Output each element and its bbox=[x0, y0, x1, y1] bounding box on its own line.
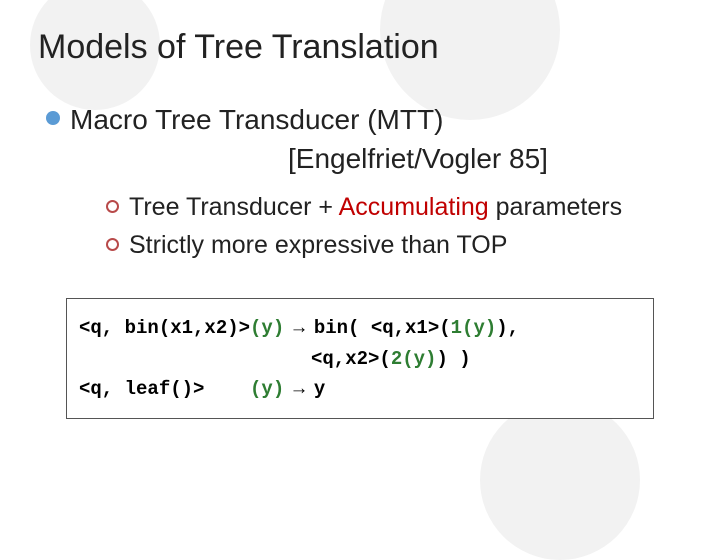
sub-1-suffix: parameters bbox=[489, 193, 622, 221]
sub-2-prefix: Strictly more expressive than TOP bbox=[129, 231, 507, 259]
code-l1-right-b: 1(y) bbox=[451, 317, 497, 339]
citation-text: [Engelfriet/Vogler 85] bbox=[288, 143, 682, 175]
hollow-bullet-icon bbox=[106, 200, 119, 213]
code-l1-right-a: bin( <q,x1>( bbox=[314, 317, 451, 339]
code-l2-a: <q,x2>( bbox=[311, 348, 391, 370]
code-l3-param: (y) bbox=[250, 378, 284, 400]
sub-1-accum: Accumulating bbox=[339, 193, 489, 221]
main-bullet-text: Macro Tree Transducer (MTT) bbox=[70, 101, 443, 139]
code-box: <q, bin(x1,x2)>(y) → bin( <q,x1>(1(y)), … bbox=[66, 298, 654, 419]
code-line-3: <q, leaf()> (y) → y bbox=[79, 374, 641, 404]
code-l2-b: 2(y) bbox=[391, 348, 437, 370]
hollow-bullet-icon bbox=[106, 238, 119, 251]
slide-title: Models of Tree Translation bbox=[38, 28, 682, 67]
code-l2-c: ) ) bbox=[436, 348, 470, 370]
code-l3-right: y bbox=[314, 378, 325, 400]
code-l1-param: (y) bbox=[250, 317, 284, 339]
sub-item-1: Tree Transducer + Accumulating parameter… bbox=[106, 191, 682, 225]
bullet-dot-icon bbox=[46, 111, 60, 125]
code-l1-right-c: ), bbox=[496, 317, 519, 339]
code-l1-left: <q, bin(x1,x2)> bbox=[79, 317, 250, 339]
sub-item-1-text: Tree Transducer + Accumulating parameter… bbox=[129, 191, 622, 225]
code-l3-pad bbox=[204, 378, 250, 400]
code-line-1: <q, bin(x1,x2)>(y) → bin( <q,x1>(1(y)), bbox=[79, 313, 641, 343]
sub-item-2: Strictly more expressive than TOP bbox=[106, 229, 682, 263]
main-bullet-row: Macro Tree Transducer (MTT) bbox=[46, 101, 682, 139]
code-line-2: <q,x2>(2(y)) ) bbox=[79, 344, 641, 374]
code-l3-left: <q, leaf()> bbox=[79, 378, 204, 400]
sub-bullet-list: Tree Transducer + Accumulating parameter… bbox=[106, 191, 682, 263]
sub-1-prefix: Tree Transducer + bbox=[129, 193, 339, 221]
code-l3-arrow: → bbox=[284, 378, 314, 399]
sub-item-2-text: Strictly more expressive than TOP bbox=[129, 229, 507, 263]
slide-content: Models of Tree Translation Macro Tree Tr… bbox=[0, 0, 720, 447]
code-l1-arrow: → bbox=[284, 317, 314, 338]
